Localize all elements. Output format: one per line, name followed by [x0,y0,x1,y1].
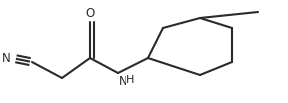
Text: N: N [2,52,11,64]
Text: H: H [126,75,134,85]
Text: O: O [85,7,95,20]
Text: N: N [119,75,128,88]
